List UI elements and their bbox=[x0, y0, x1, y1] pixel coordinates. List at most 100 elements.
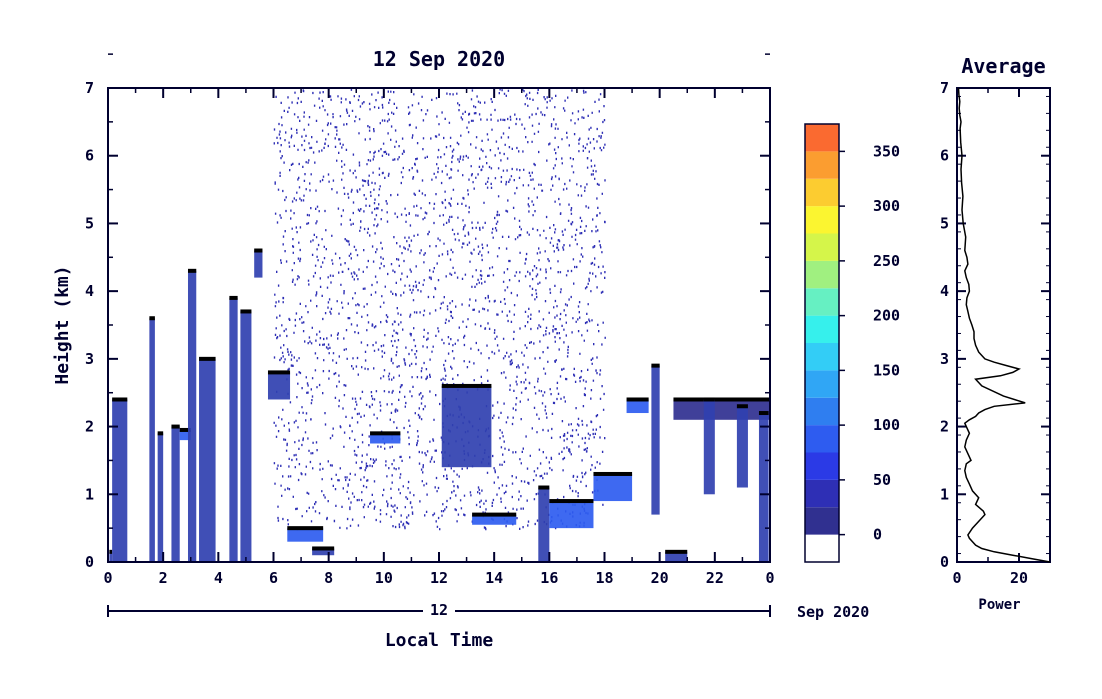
layer-top-edge bbox=[187, 268, 197, 273]
reflectivity-layer bbox=[593, 473, 633, 502]
x-axis-label: Local Time bbox=[385, 630, 494, 651]
colorbar-band bbox=[805, 178, 839, 207]
layer-top-edge bbox=[441, 383, 492, 388]
avg-y-tick-label: 0 bbox=[940, 553, 949, 571]
avg-y-tick-label: 5 bbox=[940, 214, 949, 232]
y-tick-label: 0 bbox=[85, 553, 94, 571]
reflectivity-layer bbox=[287, 528, 324, 542]
layer-top-edge bbox=[267, 370, 291, 375]
date-axis-label-mask bbox=[423, 602, 455, 620]
reflectivity-layer bbox=[179, 429, 191, 441]
layer-top-edge bbox=[179, 427, 191, 432]
reflectivity-layer bbox=[199, 358, 216, 562]
reflectivity-layers bbox=[109, 248, 770, 562]
colorbar-band bbox=[805, 452, 839, 480]
average-power-line bbox=[957, 87, 1051, 563]
y-tick-label: 7 bbox=[85, 79, 94, 97]
layer-top-edge bbox=[370, 431, 401, 436]
layer-top-edge bbox=[758, 411, 769, 416]
reflectivity-layer bbox=[370, 433, 401, 444]
y-tick-label: 3 bbox=[85, 350, 94, 368]
x-tick-label: 4 bbox=[214, 569, 223, 587]
layer-top-edge bbox=[703, 397, 715, 402]
layer-top-edge bbox=[199, 356, 216, 361]
x-tick-label: 16 bbox=[540, 569, 558, 587]
avg-y-tick-label: 2 bbox=[940, 418, 949, 436]
reflectivity-layer bbox=[187, 270, 197, 562]
colorbar: 0 50 100 150 200 250 300 350 bbox=[804, 123, 900, 563]
layer-top-edge bbox=[472, 512, 517, 517]
layer-top-edge bbox=[109, 549, 113, 554]
colorbar-tick-label: 0 bbox=[873, 526, 882, 544]
reflectivity-layer bbox=[171, 426, 180, 562]
average-chart-title: Average bbox=[961, 54, 1045, 78]
reflectivity-layer bbox=[267, 372, 291, 400]
colorbar-tick-label: 250 bbox=[873, 252, 900, 270]
reflectivity-layer bbox=[441, 385, 492, 468]
colorbar-tick-label: 50 bbox=[873, 471, 891, 489]
colorbar-frame bbox=[804, 123, 840, 563]
average-plot-frame bbox=[956, 87, 1051, 563]
colorbar-band bbox=[805, 343, 839, 371]
reflectivity-layer bbox=[538, 487, 550, 562]
layer-top-edge bbox=[112, 397, 128, 402]
avg-y-tick-label: 6 bbox=[940, 147, 949, 165]
y-tick-label: 1 bbox=[85, 485, 94, 503]
reflectivity-layer bbox=[112, 399, 128, 562]
x-tick-label: 12 bbox=[430, 569, 448, 587]
reflectivity-layer bbox=[109, 551, 113, 562]
x-tick-label: 6 bbox=[269, 569, 278, 587]
reflectivity-layer bbox=[254, 250, 263, 278]
layer-top-edge bbox=[549, 499, 594, 504]
reflectivity-layer bbox=[157, 433, 164, 562]
colorbar-band bbox=[805, 233, 839, 261]
colorbar-band bbox=[805, 124, 839, 152]
colorbar-band bbox=[805, 315, 839, 343]
x-tick-label: 14 bbox=[485, 569, 503, 587]
layer-top-edge bbox=[593, 471, 633, 476]
y-tick-label: 2 bbox=[85, 418, 94, 436]
layer-top-edge bbox=[254, 248, 263, 253]
layer-top-edge bbox=[626, 397, 649, 402]
avg-y-tick-label: 1 bbox=[940, 485, 949, 503]
colorbar-tick-label: 350 bbox=[873, 142, 900, 160]
reflectivity-noise-layer bbox=[273, 88, 606, 531]
layer-top-edge bbox=[240, 309, 252, 314]
noise-speckle bbox=[273, 88, 606, 531]
colorbar-tick-label: 200 bbox=[873, 307, 900, 325]
avg-y-tick-label: 7 bbox=[940, 79, 949, 97]
avg-x-tick-label: 0 bbox=[952, 569, 961, 587]
y-axis-label: Height (km) bbox=[52, 265, 73, 384]
x-tick-label: 8 bbox=[324, 569, 333, 587]
date-axis bbox=[107, 602, 771, 620]
layer-top-edge bbox=[229, 295, 238, 300]
x-tick-label: 18 bbox=[595, 569, 613, 587]
x-tick-label: 22 bbox=[706, 569, 724, 587]
layer-top-edge bbox=[736, 404, 748, 409]
reflectivity-layer bbox=[472, 514, 517, 525]
x-tick-label: 2 bbox=[159, 569, 168, 587]
reflectivity-layer bbox=[149, 318, 155, 562]
date-axis-month-year: Sep 2020 bbox=[797, 603, 869, 621]
reflectivity-layer bbox=[626, 399, 649, 414]
date-axis-day-label: 12 bbox=[430, 601, 448, 619]
reflectivity-layer bbox=[549, 501, 594, 529]
layer-top-edge bbox=[538, 485, 550, 490]
colorbar-band bbox=[805, 370, 839, 398]
x-tick-label: 0 bbox=[103, 569, 112, 587]
colorbar-band bbox=[805, 425, 839, 453]
y-tick-label: 6 bbox=[85, 147, 94, 165]
x-tick-label: 10 bbox=[375, 569, 393, 587]
colorbar-band bbox=[805, 260, 839, 289]
layer-top-edge bbox=[171, 424, 180, 429]
colorbar-band bbox=[805, 288, 839, 316]
colorbar-band bbox=[805, 206, 839, 234]
reflectivity-layer bbox=[651, 365, 660, 515]
x-tick-label: 20 bbox=[651, 569, 669, 587]
average-axis-ticks: 0 1 2 3 4 5 6 7 0 20 bbox=[940, 79, 1051, 587]
avg-x-tick-label: 20 bbox=[1010, 569, 1028, 587]
layer-top-edge bbox=[287, 526, 324, 531]
colorbar-band bbox=[805, 507, 839, 535]
layer-top-edge bbox=[665, 549, 688, 554]
